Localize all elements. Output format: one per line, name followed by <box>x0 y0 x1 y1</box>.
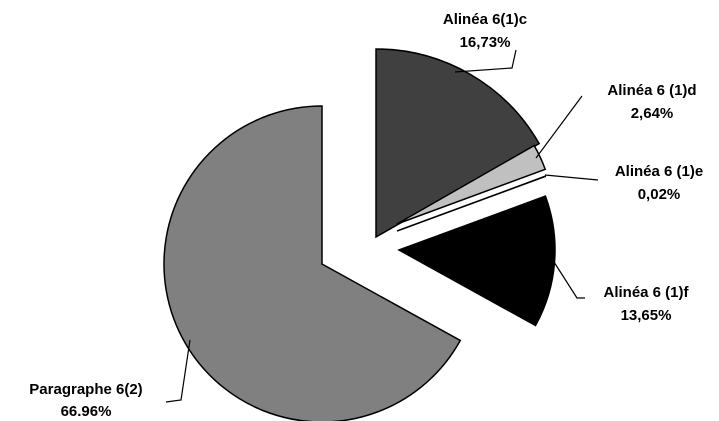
value-paragraphe-6-2: 66.96% <box>61 403 112 420</box>
leader-line-2 <box>535 95 583 159</box>
label-alinea-6-1-f: Alinéa 6 (1)f <box>603 284 689 301</box>
pie-slices <box>163 48 556 421</box>
leader-line-4 <box>553 261 585 299</box>
pie-slice-alin-a-6-1-c <box>375 48 541 239</box>
pie-slice-alin-a-6-1-d <box>396 144 547 225</box>
label-alinea-6-1-c: Alinéa 6(1)c <box>443 11 527 28</box>
leader-line-5 <box>165 339 191 403</box>
value-alinea-6-1-e: 0,02% <box>638 186 681 203</box>
leader-line-1 <box>454 49 517 73</box>
leader-lines <box>165 49 599 403</box>
value-alinea-6-1-c: 16,73% <box>460 34 511 51</box>
value-alinea-6-1-f: 13,65% <box>621 307 672 324</box>
label-paragraphe-6-2: Paragraphe 6(2) <box>29 381 142 398</box>
value-alinea-6-1-d: 2,64% <box>631 105 674 122</box>
label-alinea-6-1-e: Alinéa 6 (1)e <box>615 163 703 180</box>
leader-line-3 <box>544 174 599 181</box>
label-alinea-6-1-d: Alinéa 6 (1)d <box>607 82 696 99</box>
pie-slice-alin-a-6-1-f <box>397 195 556 327</box>
pie-slice-alin-a-6-1-e <box>396 175 547 232</box>
pie-slice-paragraphe-6-2 <box>163 105 462 421</box>
